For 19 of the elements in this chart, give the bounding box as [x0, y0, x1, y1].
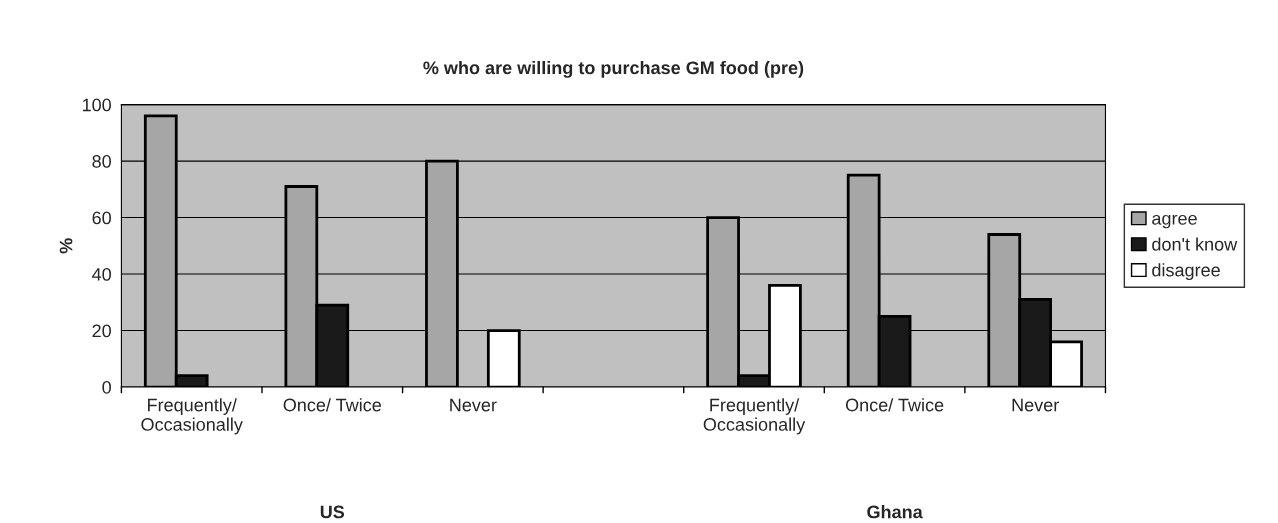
x-tick-label: Frequently/ Occasionally [141, 398, 243, 435]
y-tick-label: 20 [92, 324, 111, 338]
chart-title: % who are willing to purchase GM food (pre) [423, 60, 804, 78]
y-tick-label: 100 [82, 98, 111, 112]
y-tick-label: 40 [92, 267, 111, 281]
x-tick-label: Frequently/ Occasionally [703, 398, 806, 435]
y-tick-label: 60 [92, 211, 111, 225]
x-tick-label: Once/ Twice [283, 398, 381, 412]
x-tick-label: Once/ Twice [845, 398, 944, 412]
x-tick-label: Never [450, 398, 497, 412]
text: Ghana [867, 505, 923, 519]
y-tick-label: 0 [102, 380, 111, 394]
legend-label: disagree [1152, 263, 1220, 281]
legend-label: don't know [1152, 237, 1238, 251]
legend-label: agree [1152, 214, 1197, 229]
y-tick-label: 80 [92, 155, 111, 168]
text: US [320, 505, 345, 519]
y-axis-title: % [59, 238, 73, 254]
x-tick-label: Never [1012, 398, 1059, 412]
